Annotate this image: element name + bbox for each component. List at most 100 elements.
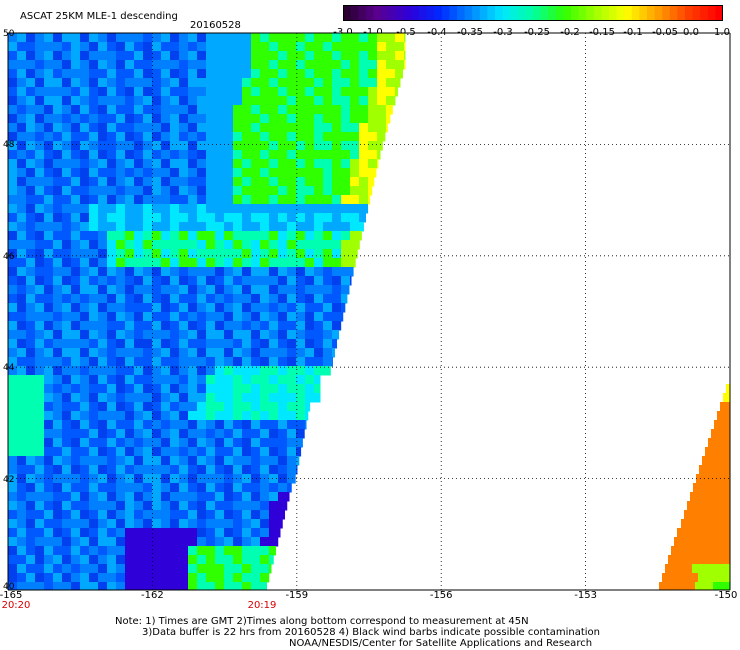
swath-cell: [8, 258, 18, 268]
swath-cell: [116, 366, 126, 376]
swath-cell: [53, 186, 63, 196]
swath-cell: [314, 213, 324, 223]
swath-cell: [107, 213, 117, 223]
swath-cell: [71, 492, 81, 502]
swath-cell: [368, 87, 378, 97]
swath-cell: [341, 159, 351, 169]
swath-cell: [62, 348, 72, 358]
swath-cell: [26, 510, 36, 520]
swath-cell: [62, 429, 72, 439]
swath-cell: [260, 285, 270, 295]
swath-cell: [116, 186, 126, 196]
swath-cell: [224, 456, 234, 466]
swath-cell: [720, 456, 730, 466]
swath-cell: [107, 114, 117, 124]
swath-cell: [206, 420, 216, 430]
swath-cell: [26, 60, 36, 70]
swath-cell: [287, 186, 297, 196]
swath-cell: [107, 348, 117, 358]
swath-cell: [233, 78, 243, 88]
swath-cell: [98, 33, 108, 43]
swath-cell: [26, 321, 36, 331]
swath-cell: [134, 465, 144, 475]
swath-cell: [152, 150, 162, 160]
swath-cell: [674, 537, 684, 547]
swath-cell: [251, 294, 261, 304]
swath-cell: [287, 411, 297, 421]
swath-cell: [53, 159, 63, 169]
swath-cell: [233, 312, 243, 322]
swath-cell: [251, 420, 261, 430]
swath-cell: [53, 240, 63, 250]
swath-cell: [80, 78, 90, 88]
swath-cell: [215, 294, 225, 304]
swath-cell: [233, 222, 243, 232]
swath-cell: [116, 42, 126, 52]
swath-cell: [26, 348, 36, 358]
swath-cell: [188, 483, 198, 493]
swath-cell: [233, 69, 243, 79]
swath-cell: [287, 402, 297, 412]
swath-cell: [8, 213, 18, 223]
swath-cell: [89, 375, 99, 385]
swath-cell: [296, 51, 306, 61]
swath-cell: [188, 501, 198, 511]
swath-cell: [251, 123, 261, 133]
swath-cell: [305, 294, 315, 304]
swath-cell: [287, 51, 297, 61]
swath-cell: [98, 249, 108, 259]
swath-cell: [161, 519, 171, 529]
swath-cell: [716, 546, 726, 556]
swath-cell: [53, 519, 63, 529]
swath-cell: [197, 312, 207, 322]
swath-cell: [287, 357, 297, 367]
swath-cell: [215, 510, 225, 520]
swath-cell: [278, 393, 288, 403]
swath-cell: [269, 69, 279, 79]
swath-cell: [395, 69, 403, 79]
swath-cell: [116, 105, 126, 115]
swath-cell: [35, 159, 45, 169]
swath-cell: [305, 87, 315, 97]
swath-cell: [134, 69, 144, 79]
swath-cell: [71, 312, 81, 322]
swath-cell: [341, 249, 351, 259]
swath-cell: [26, 150, 36, 160]
swath-cell: [359, 33, 369, 43]
swath-cell: [704, 555, 714, 565]
swath-cell: [359, 87, 369, 97]
swath-cell: [714, 447, 724, 457]
swath-cell: [152, 96, 162, 106]
colorbar-segment: [343, 5, 352, 21]
swath-cell: [125, 222, 135, 232]
swath-cell: [44, 294, 54, 304]
swath-cell: [98, 132, 108, 142]
swath-cell: [161, 312, 171, 322]
swath-cell: [44, 96, 54, 106]
swath-cell: [233, 105, 243, 115]
swath-cell: [125, 240, 135, 250]
swath-cell: [242, 537, 252, 547]
swath-cell: [35, 438, 45, 448]
swath-cell: [206, 582, 216, 591]
swath-cell: [98, 447, 108, 457]
swath-cell: [278, 303, 288, 313]
swath-cell: [89, 195, 99, 205]
swath-cell: [206, 96, 216, 106]
swath-cell: [134, 492, 144, 502]
swath-cell: [332, 222, 342, 232]
swath-cell: [233, 132, 243, 142]
time-label: 20:19: [247, 600, 277, 611]
swath-cell: [287, 168, 297, 178]
swath-cell: [206, 483, 216, 493]
swath-cell: [170, 69, 180, 79]
swath-cell: [89, 276, 99, 286]
swath-cell: [233, 240, 243, 250]
longitude-label: -153: [574, 590, 597, 601]
swath-cell: [143, 276, 153, 286]
swath-cell: [98, 402, 108, 412]
swath-cell: [125, 447, 135, 457]
swath-cell: [125, 168, 135, 178]
swath-cell: [152, 555, 162, 565]
swath-cell: [350, 33, 360, 43]
